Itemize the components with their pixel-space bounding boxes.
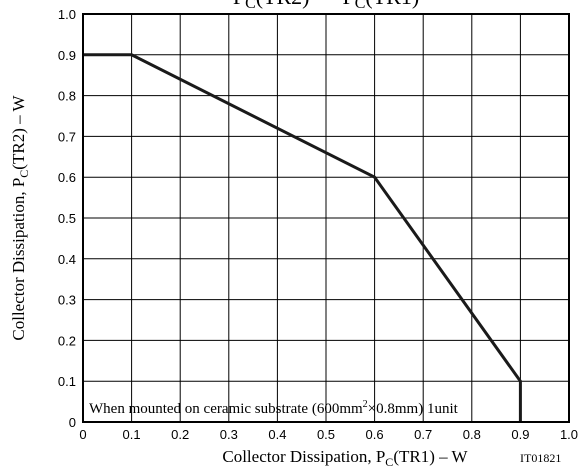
y-tick-label: 0.6 — [58, 170, 76, 185]
x-tick-label: 0.8 — [463, 427, 481, 442]
x-tick-label: 0.2 — [171, 427, 189, 442]
x-tick-label: 0.1 — [123, 427, 141, 442]
y-tick-label: 0.2 — [58, 333, 76, 348]
y-tick-label: 0.4 — [58, 252, 76, 267]
x-axis-label-part-2: (TR1) – W — [393, 447, 468, 466]
y-tick-label: 0 — [69, 415, 76, 430]
mounting-note-superscript: 2 — [363, 399, 368, 410]
figure-code: IT01821 — [520, 451, 561, 465]
x-tick-labels: 0 0.1 0.2 0.3 0.4 0.5 0.6 0.7 0.8 0.9 1.0 — [79, 427, 578, 442]
chart-title: PC(TR2) — PC(TR1) — [233, 0, 419, 12]
plot-frame — [82, 13, 570, 423]
x-tick-label: 1.0 — [560, 427, 578, 442]
x-tick-label: 0.4 — [268, 427, 286, 442]
y-tick-label: 0.8 — [58, 89, 76, 104]
x-axis-label: Collector Dissipation, PC(TR1) – W — [222, 447, 468, 469]
y-tick-label: 1.0 — [58, 7, 76, 22]
x-tick-label: 0.3 — [220, 427, 238, 442]
mounting-note-part-2: ×0.8mm) 1unit — [368, 401, 459, 417]
x-tick-label: 0.5 — [317, 427, 335, 442]
y-axis-label: Collector Dissipation, PC(TR2) – W — [9, 94, 31, 340]
series-group — [83, 53, 522, 422]
x-tick-label: 0.7 — [414, 427, 432, 442]
x-tick-label: 0.9 — [511, 427, 529, 442]
grid-lines — [82, 13, 570, 423]
title-subscript-2: C — [355, 0, 366, 12]
x-tick-label: 0.6 — [366, 427, 384, 442]
mounting-note: When mounted on ceramic substrate (600mm… — [89, 399, 459, 417]
y-tick-label: 0.3 — [58, 293, 76, 308]
y-tick-label: 0.9 — [58, 48, 76, 63]
y-tick-label: 0.7 — [58, 129, 76, 144]
y-axis-label-part-2: (TR2) – W — [9, 94, 28, 169]
x-axis-label-part-1: Collector Dissipation, P — [222, 447, 385, 466]
y-tick-label: 0.1 — [58, 374, 76, 389]
x-axis-label-subscript: C — [385, 455, 393, 469]
y-axis-label-part-1: Collector Dissipation, P — [9, 178, 28, 341]
y-tick-label: 0.5 — [58, 211, 76, 226]
title-part-1: P — [233, 0, 245, 9]
title-subscript-1: C — [245, 0, 256, 12]
x-tick-label: 0 — [79, 427, 86, 442]
series-line — [83, 53, 522, 422]
mounting-note-part-1: When mounted on ceramic substrate (600mm — [89, 401, 363, 417]
y-tick-labels: 0 0.1 0.2 0.3 0.4 0.5 0.6 0.7 0.8 0.9 1.0 — [58, 7, 76, 430]
title-part-3: (TR1) — [365, 0, 419, 9]
y-axis-label-subscript: C — [17, 170, 31, 178]
title-part-2: (TR2) — P — [256, 0, 355, 9]
